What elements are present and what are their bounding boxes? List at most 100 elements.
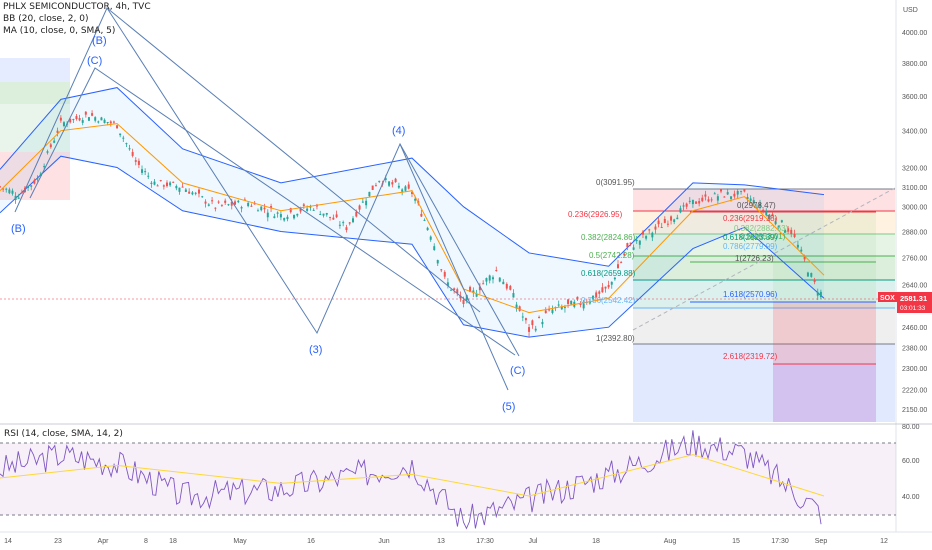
- candle-body: [230, 201, 233, 206]
- candle-body: [87, 117, 90, 121]
- candle-body: [645, 236, 648, 239]
- price-tick-label: 2150.00: [902, 407, 927, 414]
- candle-body: [548, 309, 551, 311]
- candle-body: [240, 207, 243, 209]
- candle-body: [436, 260, 439, 264]
- wave-line: [14, 6, 509, 391]
- candle-body: [443, 272, 446, 277]
- candle-body: [560, 306, 563, 310]
- candle-body: [53, 140, 56, 143]
- candle-body: [11, 190, 14, 194]
- fib-label: 0(3091.95): [596, 178, 635, 187]
- bb-lower-line: [0, 155, 825, 338]
- candle-body: [194, 192, 197, 194]
- zone-box-blue: [0, 58, 70, 82]
- rsi-line: [0, 430, 822, 530]
- candle-body: [137, 160, 140, 165]
- fib-zone: [633, 280, 895, 308]
- candle-body: [162, 185, 165, 187]
- candle-body: [515, 304, 518, 309]
- candle-body: [806, 272, 809, 277]
- countdown-text: 03:01:33: [900, 305, 926, 312]
- bb-legend[interactable]: BB (20, close, 2, 0): [3, 14, 89, 24]
- candle-body: [404, 186, 407, 191]
- time-tick-label: Jul: [529, 538, 538, 545]
- candle-body: [91, 113, 94, 116]
- candle-body: [654, 226, 657, 230]
- rsi-indicator: [0, 430, 825, 530]
- wave-label: (4): [392, 125, 405, 137]
- candle-body: [302, 204, 305, 206]
- candle-body: [368, 191, 371, 197]
- candle-body: [800, 249, 803, 252]
- time-tick-label: 18: [169, 538, 177, 545]
- candle-body: [181, 186, 184, 188]
- symbol-price-badge: SOX 2581.31 03:01:33: [878, 292, 932, 313]
- fib-retracement[interactable]: [633, 188, 895, 422]
- fib-extension[interactable]: [632, 187, 896, 422]
- candle-body: [651, 232, 654, 238]
- candle-body: [528, 327, 531, 332]
- candle-body: [342, 222, 345, 224]
- candle-body: [626, 243, 629, 248]
- candle-body: [472, 290, 475, 293]
- last-price-text: 2581.31: [900, 294, 927, 303]
- candle-body: [723, 196, 726, 198]
- chart-title[interactable]: PHLX SEMICONDUCTOR, 4h, TVC: [3, 2, 151, 12]
- candle-body: [72, 119, 75, 121]
- time-axis-ticks[interactable]: 14 23 Apr 8 18 May 16 Jun 13 17:30 Jul 18 Aug 15 17:30…: [4, 538, 888, 545]
- candle-body: [576, 296, 579, 300]
- time-tick-label: 18: [592, 538, 600, 545]
- price-tick-label: 2640.00: [902, 282, 927, 289]
- candle-body: [582, 303, 585, 309]
- candle-body: [635, 240, 638, 242]
- candle-body: [803, 256, 806, 260]
- candle-body: [84, 111, 87, 115]
- candle-body: [293, 214, 296, 219]
- candle-body: [81, 120, 84, 123]
- candle-body: [707, 199, 710, 202]
- candle-body: [94, 117, 97, 121]
- rsi-band: [0, 443, 896, 515]
- candle-body: [69, 118, 72, 123]
- candle-body: [335, 214, 338, 218]
- candle-body: [296, 213, 299, 216]
- candle-body: [263, 207, 266, 210]
- time-tick-label: 15: [732, 538, 740, 545]
- candle-body: [119, 133, 122, 136]
- candle-body: [475, 293, 478, 297]
- fib-label: 1(2726.23): [735, 254, 774, 263]
- candle-body: [156, 185, 159, 187]
- candle-body: [613, 277, 616, 280]
- fib-label: 1.618(2570.96): [723, 290, 778, 299]
- candle-body: [617, 264, 619, 269]
- candle-body: [374, 185, 377, 187]
- candle-body: [420, 213, 423, 217]
- candle-body: [5, 188, 8, 190]
- candle-body: [20, 192, 23, 194]
- candle-body: [759, 203, 762, 207]
- candle-body: [598, 291, 601, 294]
- candle-body: [134, 160, 137, 162]
- candle-body: [704, 194, 707, 197]
- fib-zone: [633, 211, 895, 234]
- candle-body: [237, 200, 240, 203]
- candle-body: [8, 189, 11, 194]
- price-tick-label: 3600.00: [902, 94, 927, 101]
- fib-zone: [633, 256, 895, 280]
- candle-body: [2, 188, 5, 190]
- candle-body: [579, 303, 582, 306]
- rsi-sma-line: [0, 454, 825, 497]
- candle-body: [338, 224, 341, 226]
- candle-body: [660, 227, 663, 229]
- fib-zone: [633, 308, 895, 344]
- rsi-legend[interactable]: RSI (14, close, SMA, 14, 2): [4, 429, 123, 439]
- ma-legend[interactable]: MA (10, close, 0, SMA, 5): [3, 26, 116, 36]
- candle-body: [796, 244, 799, 248]
- candle-body: [459, 295, 462, 299]
- candle-body: [819, 291, 822, 298]
- candle-body: [371, 185, 374, 190]
- candle-body: [36, 178, 39, 180]
- elliott-wave-lines[interactable]: [14, 6, 520, 391]
